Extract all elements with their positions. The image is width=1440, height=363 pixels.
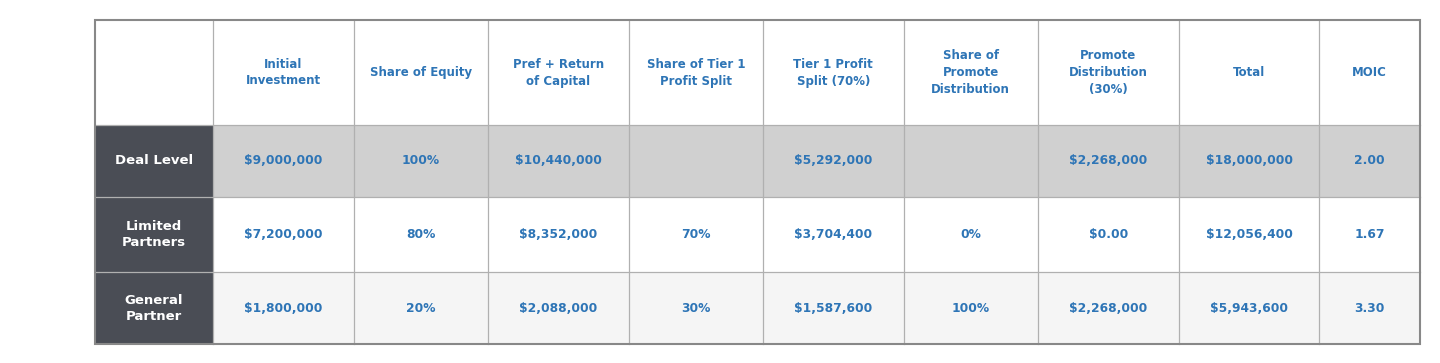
- Bar: [95, 272, 213, 344]
- Text: Initial
Investment: Initial Investment: [246, 57, 321, 87]
- Text: 100%: 100%: [402, 155, 441, 167]
- Bar: [95, 197, 213, 272]
- Bar: [95, 125, 213, 197]
- Text: 100%: 100%: [952, 302, 989, 314]
- Text: Limited
Partners: Limited Partners: [122, 220, 186, 249]
- Text: 3.30: 3.30: [1355, 302, 1385, 314]
- Text: $2,268,000: $2,268,000: [1068, 155, 1148, 167]
- Text: 30%: 30%: [681, 302, 710, 314]
- Text: 0%: 0%: [960, 228, 981, 241]
- Bar: [95, 20, 213, 125]
- Text: $18,000,000: $18,000,000: [1205, 155, 1293, 167]
- Bar: [213, 197, 1420, 272]
- Text: $5,943,600: $5,943,600: [1210, 302, 1287, 314]
- Text: $9,000,000: $9,000,000: [245, 155, 323, 167]
- Text: $2,268,000: $2,268,000: [1068, 302, 1148, 314]
- Text: 2.00: 2.00: [1355, 155, 1385, 167]
- Bar: [213, 125, 1420, 197]
- Bar: [213, 272, 1420, 344]
- Text: 70%: 70%: [681, 228, 710, 241]
- Text: $0.00: $0.00: [1089, 228, 1128, 241]
- Text: Deal Level: Deal Level: [115, 155, 193, 167]
- Text: $3,704,400: $3,704,400: [795, 228, 873, 241]
- Text: 1.67: 1.67: [1355, 228, 1385, 241]
- Text: MOIC: MOIC: [1352, 66, 1387, 79]
- Text: $2,088,000: $2,088,000: [520, 302, 598, 314]
- Text: General
Partner: General Partner: [125, 294, 183, 322]
- Text: Pref + Return
of Capital: Pref + Return of Capital: [513, 57, 603, 87]
- Bar: [95, 20, 1420, 344]
- Text: $12,056,400: $12,056,400: [1205, 228, 1293, 241]
- Text: $8,352,000: $8,352,000: [520, 228, 598, 241]
- Text: Total: Total: [1233, 66, 1266, 79]
- Text: 80%: 80%: [406, 228, 435, 241]
- Bar: [213, 20, 1420, 125]
- Text: $5,292,000: $5,292,000: [793, 155, 873, 167]
- Text: Share of
Promote
Distribution: Share of Promote Distribution: [932, 49, 1011, 96]
- Text: Promote
Distribution
(30%): Promote Distribution (30%): [1068, 49, 1148, 96]
- Text: $10,440,000: $10,440,000: [516, 155, 602, 167]
- Text: Share of Equity: Share of Equity: [370, 66, 472, 79]
- Text: $1,800,000: $1,800,000: [245, 302, 323, 314]
- Text: $7,200,000: $7,200,000: [245, 228, 323, 241]
- Text: 20%: 20%: [406, 302, 436, 314]
- Text: Tier 1 Profit
Split (70%): Tier 1 Profit Split (70%): [793, 57, 873, 87]
- Text: Share of Tier 1
Profit Split: Share of Tier 1 Profit Split: [647, 57, 744, 87]
- Text: $1,587,600: $1,587,600: [793, 302, 873, 314]
